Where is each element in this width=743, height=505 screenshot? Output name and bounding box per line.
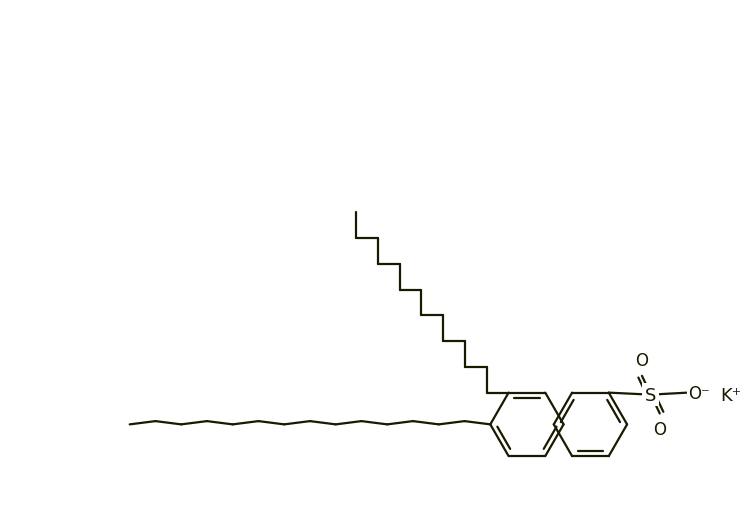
Text: S: S — [645, 386, 657, 404]
Text: K⁺: K⁺ — [720, 386, 742, 404]
Text: O: O — [653, 421, 666, 438]
Text: O: O — [635, 351, 649, 369]
Text: O⁻: O⁻ — [689, 384, 710, 402]
